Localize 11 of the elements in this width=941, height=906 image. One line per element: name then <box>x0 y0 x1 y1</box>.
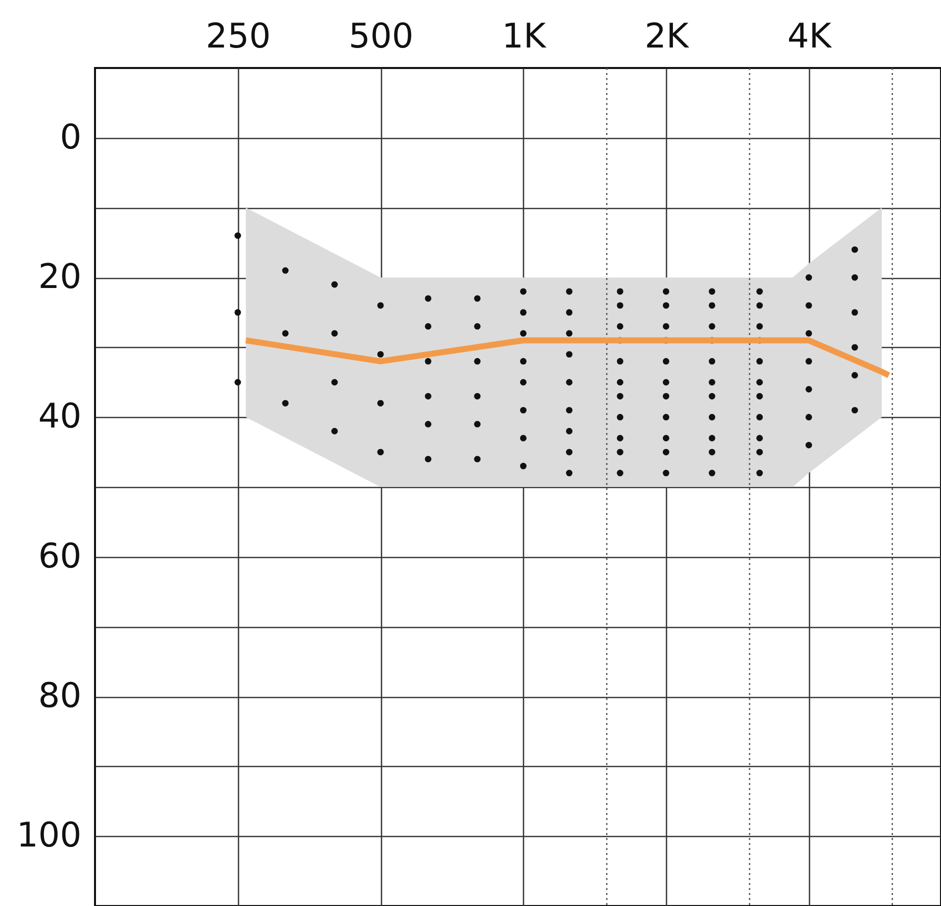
y-tick-label: 80 <box>38 676 82 716</box>
y-tick-label: 100 <box>16 816 82 856</box>
x-tick-label: 250 <box>206 16 271 56</box>
x-tick-label: 500 <box>348 16 414 56</box>
y-tick-label: 40 <box>38 396 82 437</box>
y-tick-label: 0 <box>60 117 82 158</box>
y-tick-label: 20 <box>38 257 82 297</box>
x-tick-label: 4K <box>787 16 833 56</box>
x-tick-label: 1K <box>502 16 548 56</box>
y-tick-label: 60 <box>38 536 82 576</box>
x-tick-label: 2K <box>644 16 690 56</box>
